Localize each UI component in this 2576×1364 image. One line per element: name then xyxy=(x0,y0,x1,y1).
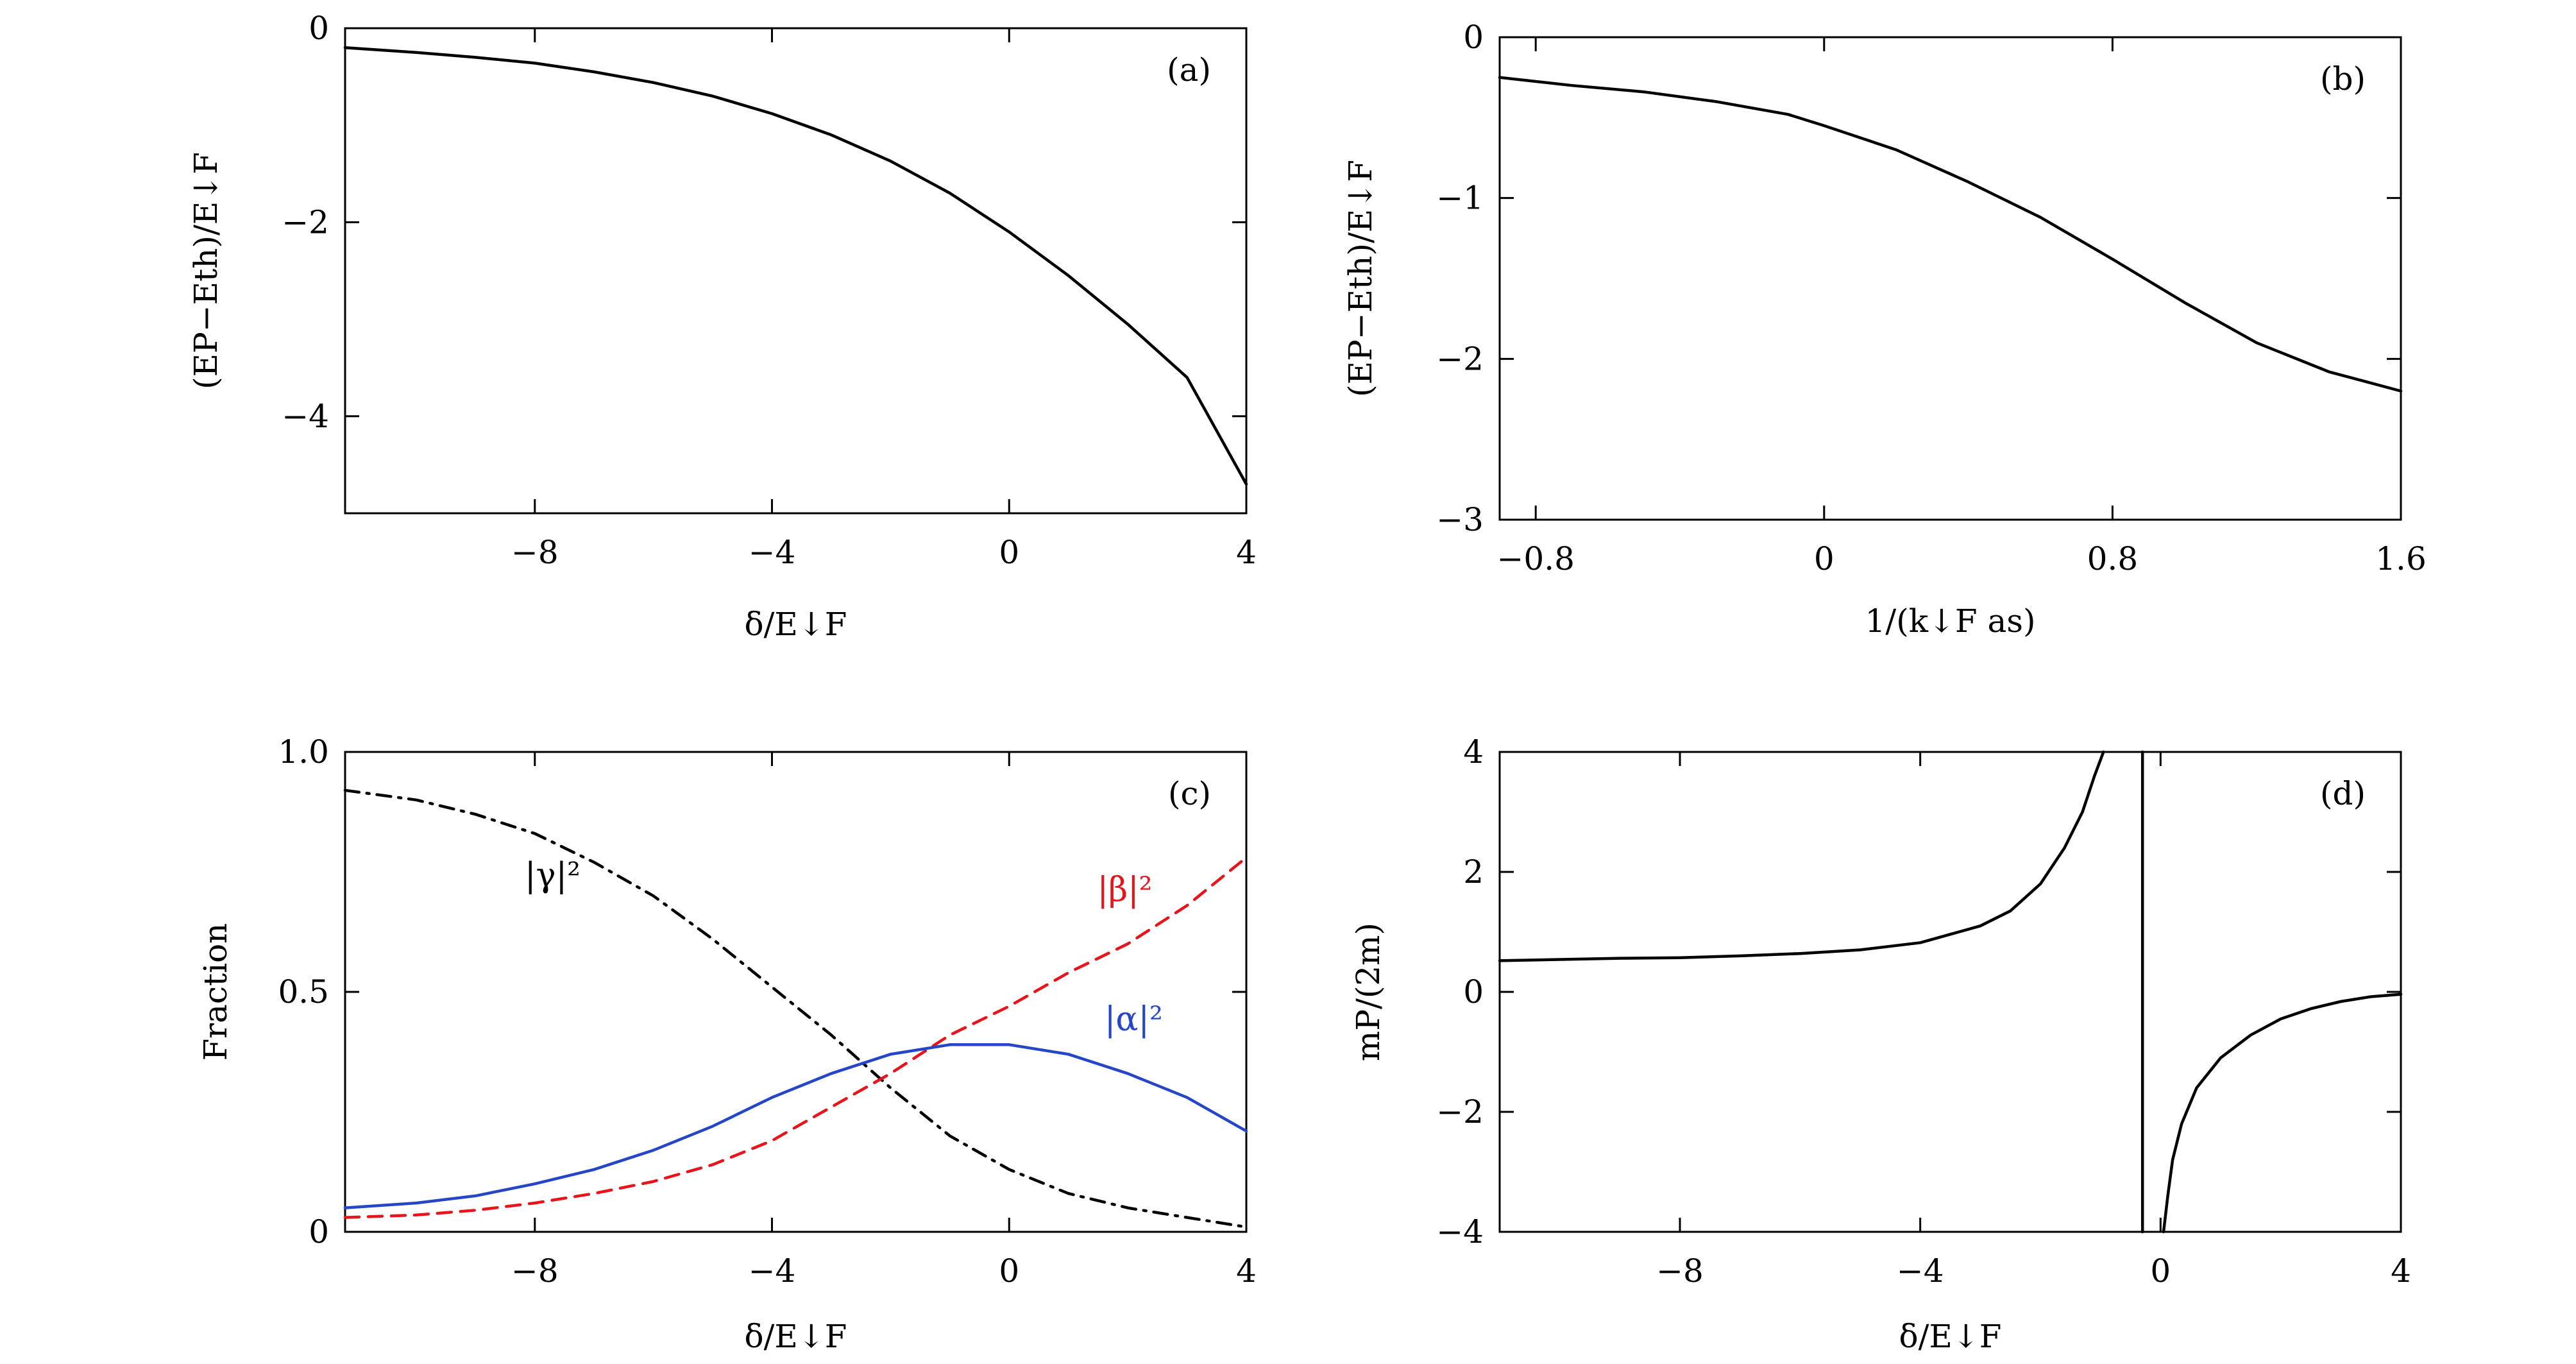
y-tick-label: −2 xyxy=(1436,1093,1484,1130)
x-tick-label: −4 xyxy=(749,534,796,571)
x-axis-label: δ/E↓F xyxy=(1899,1318,2001,1355)
y-axis-label: Fraction xyxy=(197,923,234,1061)
x-tick-label: 0 xyxy=(999,534,1019,571)
x-tick-label: 4 xyxy=(1236,534,1257,571)
series-line-1 xyxy=(343,789,1248,1229)
x-tick-label: 4 xyxy=(2391,1252,2411,1290)
x-axis-label: δ/E↓F xyxy=(744,1318,847,1355)
y-tick-label: 0 xyxy=(1463,973,1484,1010)
y-axis-label: mP/(2m) xyxy=(1350,923,1387,1061)
x-axis-label: δ/E↓F xyxy=(744,606,847,643)
x-tick-label: −4 xyxy=(749,1252,796,1290)
plot-frame xyxy=(1498,751,2402,1233)
panel-c: −8 −4 0 4 0 0.5 1.0 |γ|² |β|² |α|² (c) δ/E↓F Fractio… xyxy=(197,733,1257,1355)
y-tick-label: 0 xyxy=(1463,19,1484,56)
panel-d: −8 −4 0 4 4 2 0 −2 −4 (d) δ/E↓F mP/(2m) xyxy=(1350,733,2411,1355)
series-line-2 xyxy=(343,856,1248,1219)
series-line-1 xyxy=(343,46,1248,486)
x-tick-label: −8 xyxy=(511,1252,559,1290)
y-tick-label: −3 xyxy=(1436,501,1484,538)
series-annotation: |β|² xyxy=(1097,871,1153,909)
y-tick-label: 0 xyxy=(309,1213,329,1250)
panel-b: −0.8 0 0.8 1.6 0 −1 −2 −3 (b) 1/(k↓F as) (EP−Eth)/… xyxy=(1342,19,2427,640)
series-line-1 xyxy=(1498,750,2105,962)
plot-frame xyxy=(344,27,1248,515)
x-tick-label: 0.8 xyxy=(2087,540,2139,577)
series-annotation: |α|² xyxy=(1105,1000,1163,1039)
series-line-1 xyxy=(1498,76,2403,393)
x-tick-label: −0.8 xyxy=(1496,540,1574,577)
x-tick-label: 0 xyxy=(1814,540,1835,577)
series-line-3 xyxy=(2162,993,2403,1234)
panel-tag: (d) xyxy=(2320,775,2366,812)
series-line-3 xyxy=(343,1043,1248,1209)
panel-a: −8 −4 0 4 0 −2 −4 (a) δ/E↓F (EP−Eth)/E↓F xyxy=(187,10,1257,643)
x-tick-label: −8 xyxy=(511,534,559,571)
x-tick-label: 4 xyxy=(1236,1252,1257,1290)
y-tick-label: 0.5 xyxy=(278,973,329,1010)
panel-tag: (c) xyxy=(1168,775,1211,812)
x-tick-label: 0 xyxy=(2150,1252,2171,1290)
x-tick-label: −4 xyxy=(1897,1252,1944,1290)
y-tick-label: −2 xyxy=(282,203,329,241)
x-axis-label: 1/(k↓F as) xyxy=(1865,602,2036,640)
y-tick-label: 0 xyxy=(309,10,329,47)
y-tick-label: −4 xyxy=(282,398,329,435)
panel-tag: (a) xyxy=(1167,51,1211,89)
plot-frame xyxy=(344,751,1248,1233)
x-tick-label: 1.6 xyxy=(2375,540,2427,577)
y-tick-label: 4 xyxy=(1463,733,1484,771)
plot-frame xyxy=(1498,36,2402,521)
y-axis-label: (EP−Eth)/E↓F xyxy=(187,152,225,389)
y-tick-label: −2 xyxy=(1436,340,1484,377)
y-axis-label: (EP−Eth)/E↓F xyxy=(1342,160,1379,397)
y-tick-label: −1 xyxy=(1436,180,1484,217)
y-tick-label: −4 xyxy=(1436,1213,1484,1250)
x-tick-label: −8 xyxy=(1656,1252,1704,1290)
y-tick-label: 2 xyxy=(1463,853,1484,891)
x-tick-label: 0 xyxy=(999,1252,1019,1290)
series-annotation: |γ|² xyxy=(525,856,580,894)
y-tick-label: 1.0 xyxy=(278,733,329,771)
panel-tag: (b) xyxy=(2320,60,2366,98)
